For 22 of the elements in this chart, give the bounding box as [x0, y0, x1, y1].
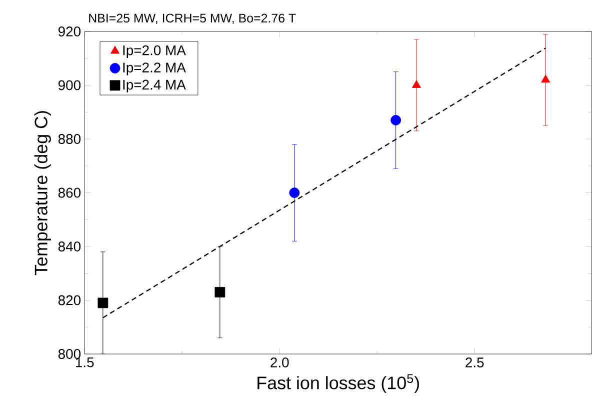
- point: [289, 188, 300, 198]
- point: [390, 114, 402, 126]
- y-axis-title: Temperature (deg C): [34, 111, 51, 276]
- point: [541, 74, 550, 83]
- point: [98, 298, 108, 308]
- legend-label: Ip=2.0 MA: [123, 45, 186, 58]
- x-axis-title: Fast ion losses (10$^{5}$): [258, 374, 419, 393]
- y-tick-label: 880: [58, 134, 81, 144]
- legend-label: Ip=2.2 MA: [123, 62, 186, 76]
- y-tick-label: 860: [58, 188, 81, 198]
- y-tick-label: 840: [58, 242, 81, 252]
- y-tick-label: 920: [58, 26, 81, 36]
- legend-label: Ip=2.4 MA: [123, 80, 186, 92]
- point: [412, 80, 422, 88]
- y-tick-label: 820: [58, 295, 81, 306]
- x-tick-label: 2.0: [270, 358, 289, 368]
- x-tick-label: 1.5: [76, 358, 94, 368]
- chart-title: NBI=25 MW, ICRH=5 MW, Bo=2.76 T: [89, 14, 296, 24]
- x-tick-label: 2.5: [466, 358, 484, 368]
- y-tick-label: 800: [58, 349, 81, 359]
- y-tick-label: 900: [58, 80, 81, 90]
- point: [214, 286, 226, 298]
